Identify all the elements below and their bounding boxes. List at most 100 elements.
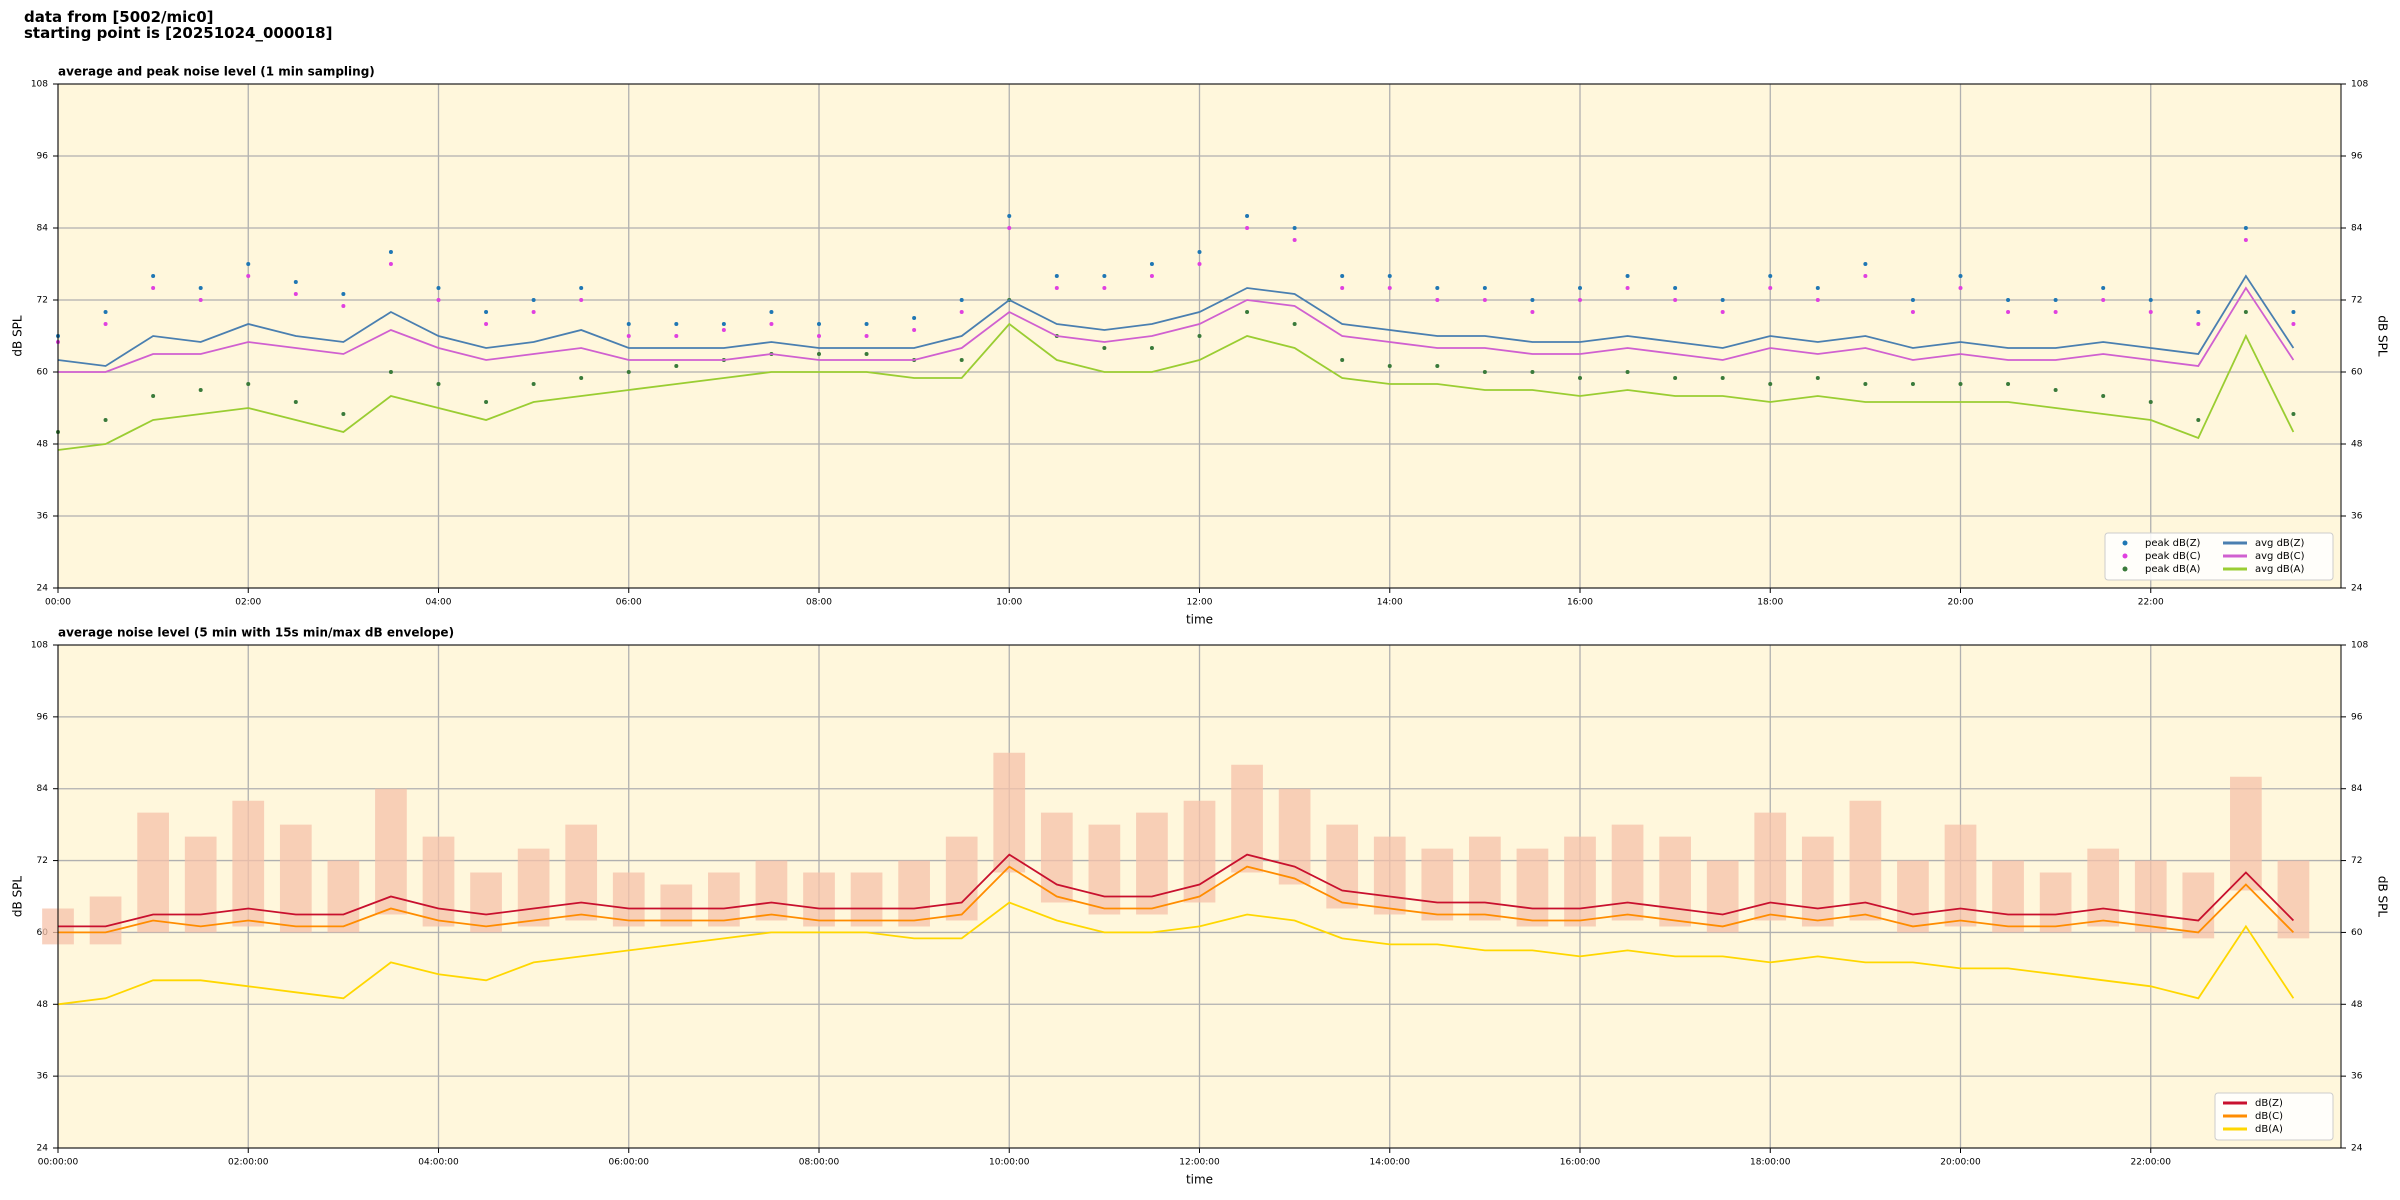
peak-point bbox=[2243, 226, 2248, 230]
y-tick-label-right: 36 bbox=[2351, 512, 2363, 522]
y-tick-label: 48 bbox=[37, 1000, 49, 1010]
y-tick-label-right: 108 bbox=[2351, 80, 2368, 90]
peak-point bbox=[341, 292, 346, 296]
peak-point bbox=[769, 322, 774, 326]
legend-marker bbox=[2122, 540, 2128, 546]
peak-point bbox=[2053, 388, 2058, 392]
peak-point bbox=[2291, 310, 2296, 314]
peak-point bbox=[1340, 274, 1345, 278]
peak-point bbox=[2196, 310, 2201, 314]
peak-point bbox=[198, 286, 203, 290]
peak-point bbox=[2291, 322, 2296, 326]
peak-point bbox=[1958, 274, 1963, 278]
x-tick-label: 00:00:00 bbox=[38, 1158, 79, 1168]
x-tick-label: 10:00:00 bbox=[989, 1158, 1030, 1168]
peak-point bbox=[721, 328, 726, 332]
peak-point bbox=[436, 298, 441, 302]
y-tick-label: 60 bbox=[37, 368, 49, 378]
x-tick-label: 14:00:00 bbox=[1370, 1158, 1411, 1168]
series-line bbox=[57, 274, 2295, 367]
legend-entry: avg dB(Z) bbox=[2223, 538, 2305, 549]
y-axis-label-right: dB SPL bbox=[2376, 876, 2390, 918]
peak-point bbox=[2101, 394, 2106, 398]
x-tick-label: 12:00 bbox=[1187, 598, 1213, 608]
y-tick-label: 96 bbox=[37, 152, 49, 162]
peak-point bbox=[1910, 382, 1915, 386]
peak-point bbox=[1958, 286, 1963, 290]
legend-marker bbox=[2122, 553, 2128, 559]
series-line bbox=[57, 322, 2295, 451]
x-tick-label: 02:00 bbox=[235, 598, 261, 608]
peak-point bbox=[103, 322, 108, 326]
peak-point bbox=[484, 310, 489, 314]
peak-point bbox=[626, 334, 631, 338]
peak-point bbox=[1292, 238, 1297, 242]
peak-point bbox=[531, 298, 536, 302]
peak-point bbox=[1149, 262, 1154, 266]
peak-point bbox=[721, 322, 726, 326]
peak-point bbox=[151, 394, 156, 398]
peak-point bbox=[912, 328, 917, 332]
peak-point bbox=[864, 352, 869, 356]
y-axis-label: dB SPL bbox=[11, 315, 25, 357]
y-tick-label-right: 84 bbox=[2351, 224, 2363, 234]
peak-point bbox=[2148, 310, 2153, 314]
x-tick-label: 06:00:00 bbox=[609, 1158, 650, 1168]
peak-point bbox=[436, 382, 441, 386]
y-tick-label-right: 72 bbox=[2351, 296, 2362, 306]
peak-point bbox=[246, 274, 251, 278]
peak-point bbox=[1292, 322, 1297, 326]
y-tick-label-right: 24 bbox=[2351, 584, 2363, 594]
peak-point bbox=[579, 286, 584, 290]
peak-point bbox=[1720, 376, 1725, 380]
peak-point bbox=[626, 370, 631, 374]
peak-point bbox=[1720, 298, 1725, 302]
peak-point bbox=[1768, 286, 1773, 290]
peak-point bbox=[1197, 250, 1202, 254]
peak-point bbox=[959, 358, 964, 362]
peak-point bbox=[198, 388, 203, 392]
peak-point bbox=[1815, 286, 1820, 290]
legend-label: dB(C) bbox=[2255, 1111, 2283, 1122]
peak-point bbox=[2101, 298, 2106, 302]
peak-point bbox=[1102, 286, 1107, 290]
peak-point bbox=[293, 400, 298, 404]
legend-label: avg dB(C) bbox=[2255, 551, 2305, 562]
legend-label: peak dB(Z) bbox=[2145, 538, 2201, 549]
peak-point bbox=[1578, 298, 1582, 302]
peak-point bbox=[1673, 376, 1678, 380]
x-tick-label: 16:00 bbox=[1567, 598, 1593, 608]
peak-point bbox=[2148, 298, 2153, 302]
legend-entry: dB(C) bbox=[2223, 1111, 2283, 1122]
panel-title: average and peak noise level (1 min samp… bbox=[58, 65, 375, 79]
plot-frame bbox=[57, 644, 2342, 1149]
y-tick-label-right: 60 bbox=[2351, 928, 2363, 938]
peak-point bbox=[579, 376, 584, 380]
peak-point bbox=[1245, 310, 1250, 314]
peak-point bbox=[1482, 370, 1487, 374]
peak-point bbox=[864, 322, 869, 326]
peak-point bbox=[1863, 382, 1868, 386]
peak-point bbox=[1292, 226, 1297, 230]
peak-point bbox=[1815, 298, 1820, 302]
legend-marker bbox=[2122, 566, 2128, 572]
peak-point bbox=[1910, 298, 1915, 302]
legend-entry: peak dB(C) bbox=[2122, 551, 2201, 562]
peak-point bbox=[817, 322, 821, 326]
peak-point bbox=[1530, 298, 1535, 302]
peak-point bbox=[388, 370, 393, 374]
y-tick-label-right: 48 bbox=[2351, 1000, 2363, 1010]
peak-point bbox=[674, 334, 679, 338]
legend-label: peak dB(A) bbox=[2145, 564, 2201, 575]
x-tick-label: 20:00:00 bbox=[1940, 1158, 1981, 1168]
x-tick-label: 20:00 bbox=[1948, 598, 1974, 608]
y-tick-label-right: 60 bbox=[2351, 368, 2363, 378]
peak-point bbox=[1530, 310, 1535, 314]
peak-point bbox=[1102, 274, 1107, 278]
y-axis-label: dB SPL bbox=[11, 876, 25, 918]
y-tick-label: 84 bbox=[37, 224, 49, 234]
peak-point bbox=[388, 250, 393, 254]
legend-label: avg dB(Z) bbox=[2255, 538, 2305, 549]
peak-point bbox=[2053, 310, 2058, 314]
peak-point bbox=[246, 382, 251, 386]
